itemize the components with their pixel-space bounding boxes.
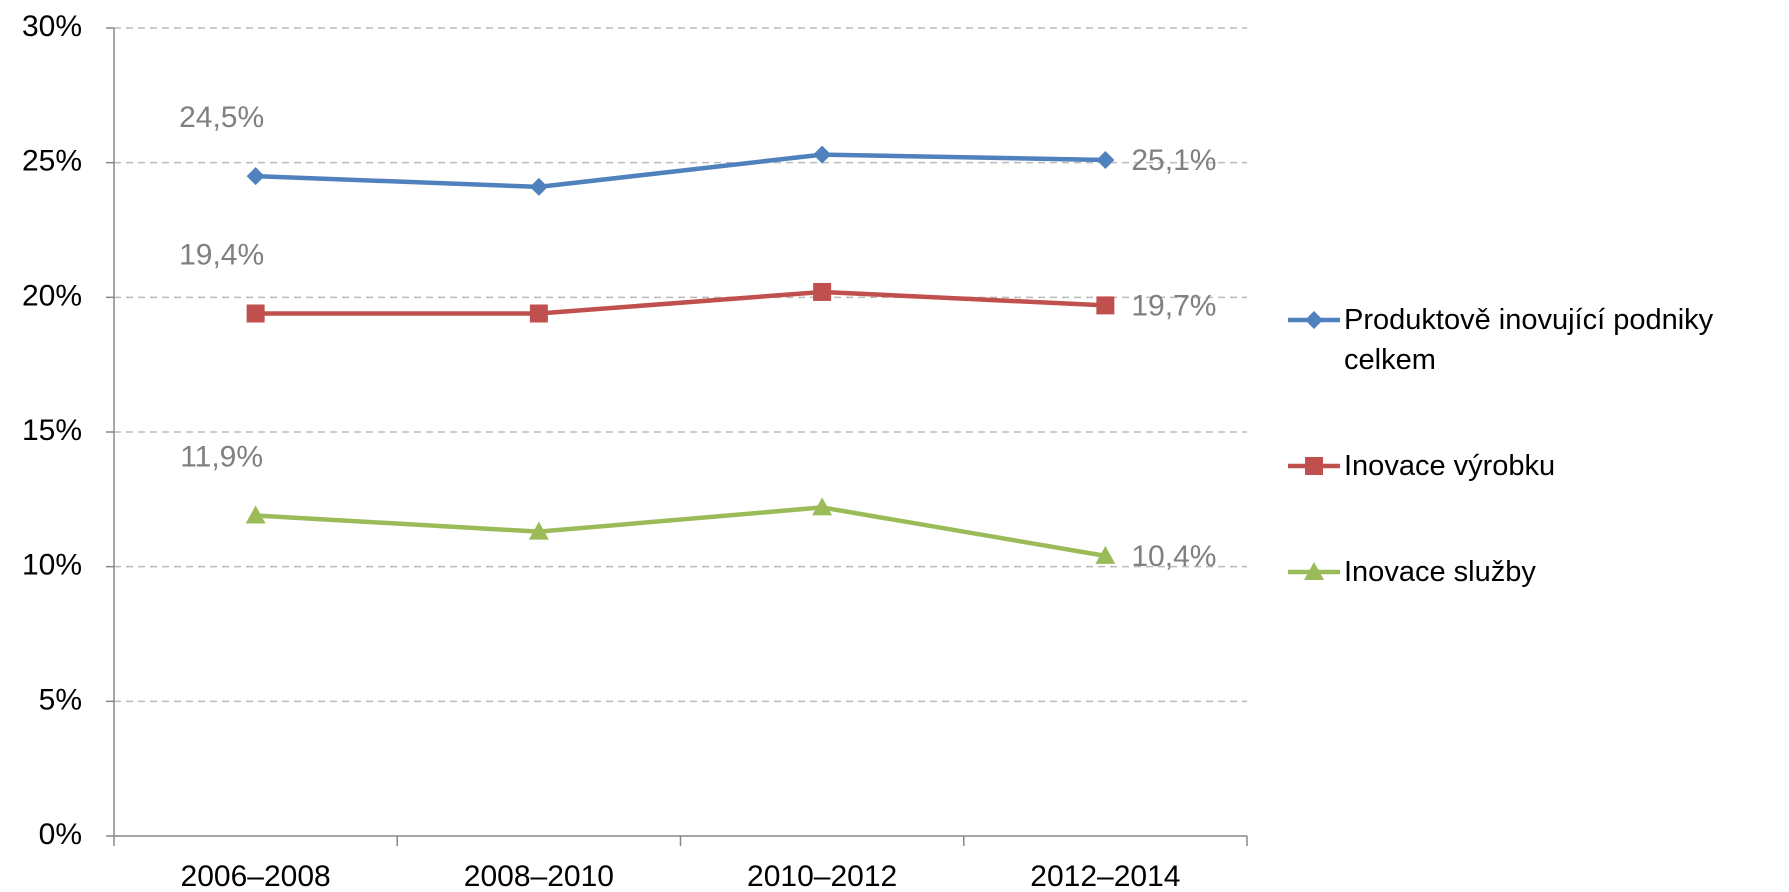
marker: [529, 177, 548, 196]
marker: [529, 304, 548, 323]
legend-icon: [1288, 562, 1340, 580]
data-label: 19,4%: [179, 238, 264, 271]
y-tick-label: 30%: [22, 10, 82, 43]
legend-entry: Inovace výrobku: [1286, 446, 1786, 486]
marker: [1304, 562, 1324, 580]
y-tick-label: 10%: [22, 549, 82, 582]
legend-label: Produktově inovující podniky celkem: [1344, 304, 1714, 376]
legend-icon: [1288, 457, 1340, 475]
y-tick-label: 20%: [22, 279, 82, 312]
x-tick-label: 2012–2014: [1030, 860, 1180, 892]
x-tick-label: 2006–2008: [181, 860, 331, 892]
legend-label: Inovace služby: [1344, 556, 1536, 588]
marker: [812, 497, 833, 516]
data-label: 10,4%: [1131, 540, 1216, 573]
marker: [813, 282, 832, 301]
legend-entry: Produktově inovující podniky celkem: [1286, 300, 1786, 380]
data-label: 25,1%: [1131, 144, 1216, 177]
x-tick-label: 2010–2012: [747, 860, 897, 892]
marker: [528, 521, 549, 540]
series-line: [255, 289, 1106, 316]
marker: [1305, 311, 1323, 329]
marker: [246, 304, 265, 323]
legend-label: Inovace výrobku: [1344, 450, 1556, 482]
series-line: [255, 505, 1106, 559]
y-tick-label: 25%: [22, 145, 82, 178]
y-tick-label: 5%: [39, 683, 82, 716]
marker: [813, 145, 832, 164]
y-tick-label: 0%: [39, 818, 82, 851]
marker: [1096, 296, 1115, 315]
marker: [1305, 457, 1323, 475]
legend-icon: [1288, 311, 1340, 329]
y-tick-label: 15%: [22, 414, 82, 447]
legend: Produktově inovující podniky celkem Inova…: [1286, 300, 1786, 658]
data-label: 19,7%: [1131, 289, 1216, 322]
marker: [1096, 150, 1115, 169]
series-line: [255, 152, 1106, 190]
data-label: 11,9%: [180, 440, 263, 473]
x-tick-label: 2008–2010: [464, 860, 614, 892]
marker: [1095, 545, 1116, 564]
marker: [246, 167, 265, 186]
legend-entry: Inovace služby: [1286, 552, 1786, 592]
data-label: 24,5%: [179, 101, 264, 134]
marker: [245, 505, 266, 524]
